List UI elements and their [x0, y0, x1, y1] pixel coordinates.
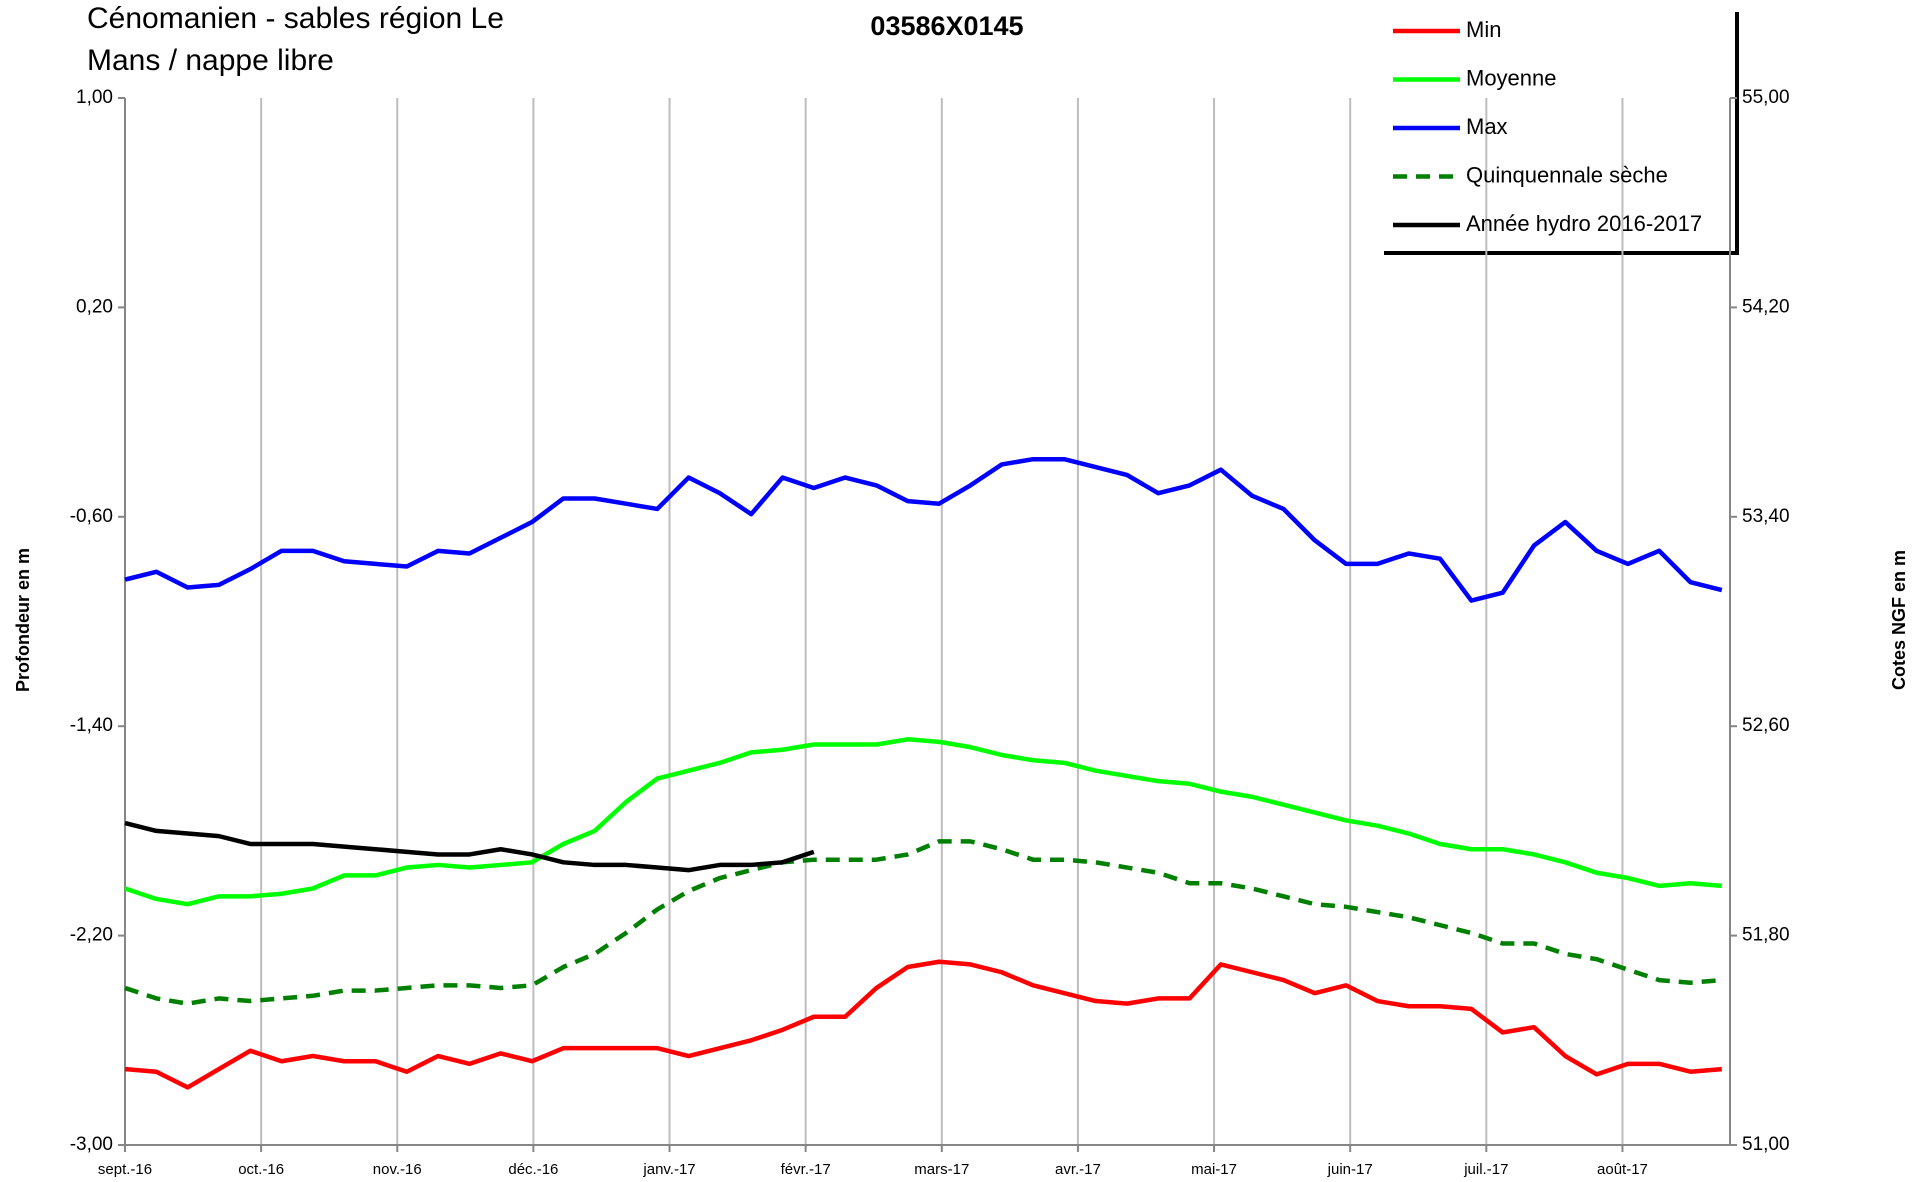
- x-tick-label: nov.-16: [373, 1161, 422, 1178]
- x-tick-label: mai-17: [1191, 1161, 1237, 1178]
- x-tick-label: janv.-17: [642, 1161, 695, 1178]
- x-tick-label: sept.-16: [98, 1161, 152, 1178]
- x-tick-label: juin-17: [1327, 1161, 1373, 1178]
- y2-tick-label: 51,00: [1742, 1134, 1790, 1155]
- y-tick-label: 1,00: [76, 87, 113, 108]
- y-tick-label: -3,00: [70, 1134, 113, 1155]
- chart-subtitle: Cénomanien - sables région Le: [87, 2, 504, 35]
- series-line: [124, 959, 1723, 1090]
- x-tick-label: août-17: [1597, 1161, 1648, 1178]
- legend-label: Max: [1466, 114, 1508, 139]
- series-line: [124, 820, 815, 873]
- x-tick-label: mars-17: [914, 1161, 969, 1178]
- series-line: [124, 839, 1723, 1006]
- legend-label: Moyenne: [1466, 65, 1557, 90]
- legend-label: Année hydro 2016-2017: [1466, 211, 1702, 236]
- chart-subtitle: Mans / nappe libre: [87, 44, 334, 77]
- x-tick-label: déc.-16: [508, 1161, 558, 1178]
- x-tick-label: oct.-16: [238, 1161, 284, 1178]
- x-tick-label: avr.-17: [1055, 1161, 1101, 1178]
- y2-tick-label: 53,40: [1742, 506, 1790, 527]
- y-tick-label: -1,40: [70, 715, 113, 736]
- y2-tick-label: 55,00: [1742, 87, 1790, 108]
- y2-tick-label: 52,60: [1742, 715, 1790, 736]
- series-line: [124, 737, 1723, 907]
- y-tick-label: -0,60: [70, 506, 113, 527]
- y2-axis-label: Cotes NGF en m: [1889, 550, 1909, 690]
- series-line: [124, 456, 1723, 603]
- y2-tick-label: 54,20: [1742, 296, 1790, 317]
- x-tick-label: juil.-17: [1463, 1161, 1508, 1178]
- y-axis-label: Profondeur en m: [13, 548, 33, 692]
- y-tick-label: -2,20: [70, 925, 113, 946]
- y-tick-label: 0,20: [76, 296, 113, 317]
- y2-tick-label: 51,80: [1742, 925, 1790, 946]
- chart-title: 03586X0145: [870, 11, 1023, 41]
- legend-label: Min: [1466, 17, 1501, 42]
- legend-label: Quinquennale sèche: [1466, 162, 1668, 187]
- x-tick-label: févr.-17: [781, 1161, 831, 1178]
